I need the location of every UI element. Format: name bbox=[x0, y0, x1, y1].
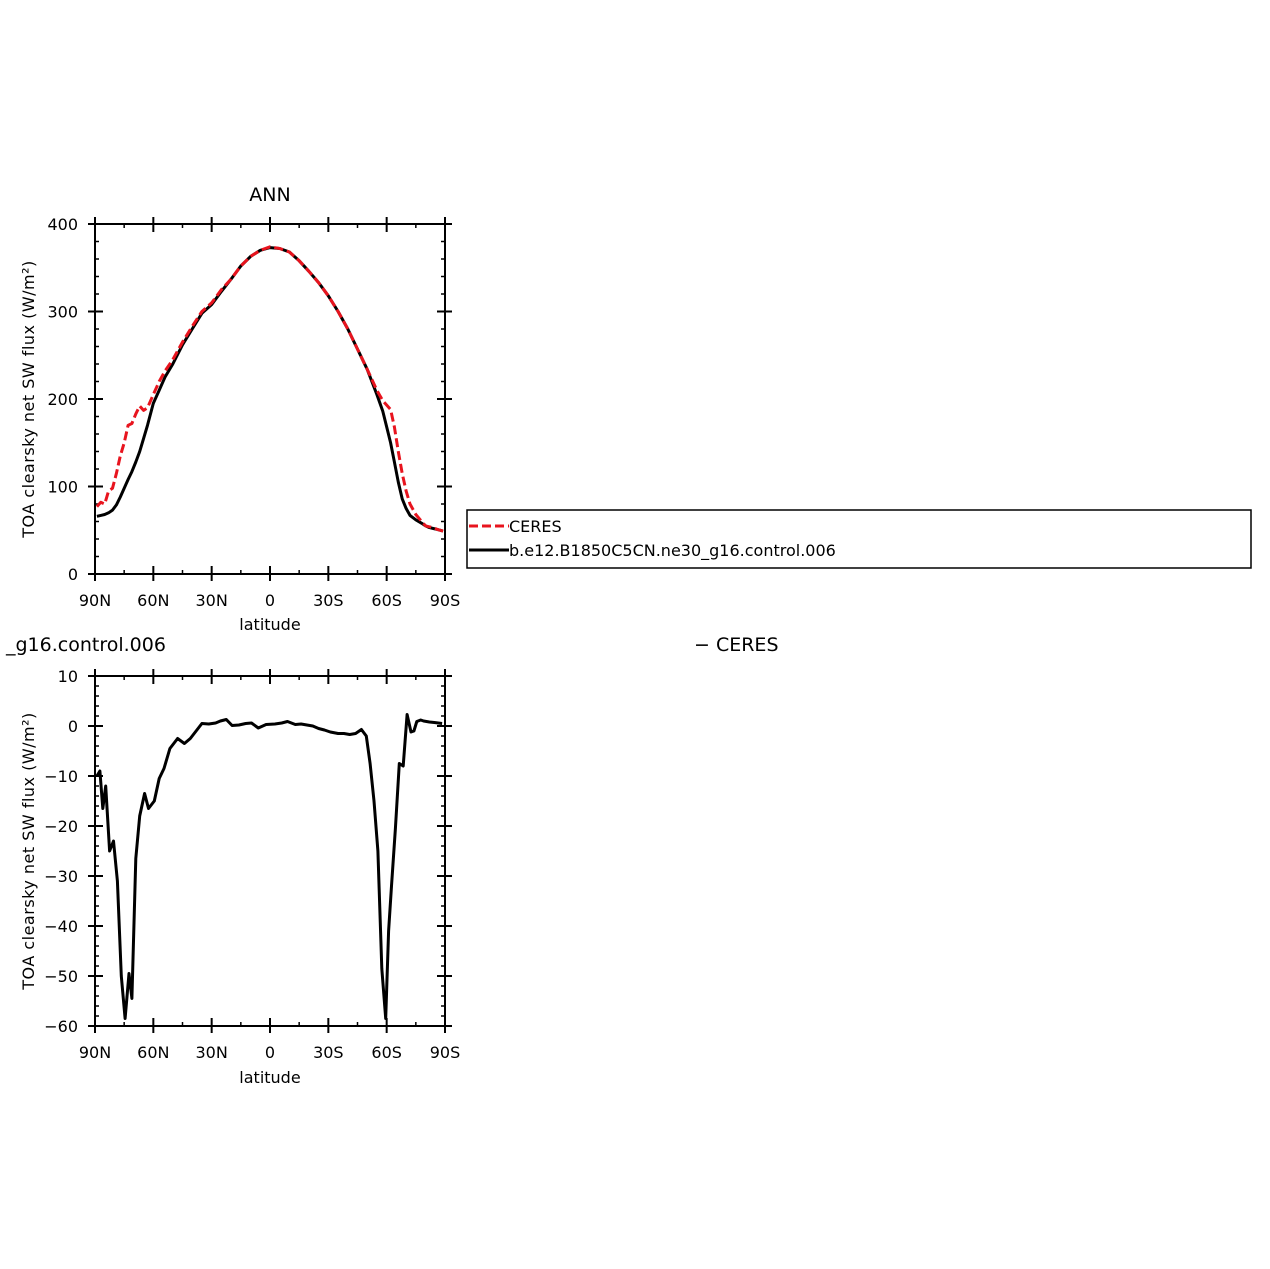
bottom-panel-title-left: _g16.control.006 bbox=[5, 634, 166, 656]
y-tick-label: −10 bbox=[44, 767, 78, 786]
y-tick-label: −60 bbox=[44, 1017, 78, 1036]
top-panel: ANN 0 100 200 300 400 90N 60N 30N 0 30S 60S 90S la… bbox=[19, 184, 460, 634]
bottom-x-tick-labels: 90N 60N 30N 0 30S 60S 90S bbox=[79, 1043, 460, 1062]
bottom-ticks bbox=[88, 669, 452, 1033]
y-tick-label: 200 bbox=[47, 390, 78, 409]
top-y-axis-label: TOA clearsky net SW flux (W/m²) bbox=[19, 260, 38, 539]
bottom-series bbox=[95, 713, 443, 1020]
bottom-x-axis-label: latitude bbox=[239, 1068, 300, 1087]
top-panel-frame bbox=[94, 223, 446, 575]
x-tick-label: 30S bbox=[313, 1043, 344, 1062]
x-tick-label: 90S bbox=[430, 591, 461, 610]
y-tick-label: 0 bbox=[68, 565, 78, 584]
y-tick-label: 400 bbox=[47, 215, 78, 234]
ceres-series-line bbox=[95, 245, 444, 533]
y-tick-label: −40 bbox=[44, 917, 78, 936]
legend-ceres-label: CERES bbox=[509, 517, 562, 536]
y-tick-label: −30 bbox=[44, 867, 78, 886]
x-tick-label: 30N bbox=[196, 1043, 228, 1062]
legend: CERES b.e12.B1850C5CN.ne30_g16.control.0… bbox=[466, 509, 1252, 569]
x-tick-label: 0 bbox=[265, 591, 275, 610]
model-series-line bbox=[96, 246, 444, 533]
y-tick-label: 100 bbox=[47, 478, 78, 497]
y-tick-label: 10 bbox=[58, 667, 78, 686]
y-tick-label: 0 bbox=[68, 717, 78, 736]
x-tick-label: 60S bbox=[371, 1043, 402, 1062]
top-y-tick-labels: 0 100 200 300 400 bbox=[47, 215, 78, 584]
x-tick-label: 60S bbox=[371, 591, 402, 610]
bottom-y-axis-label: TOA clearsky net SW flux (W/m²) bbox=[19, 712, 38, 991]
model-series-line bbox=[95, 713, 443, 1020]
bottom-panel-title-right: − CERES bbox=[694, 634, 779, 656]
x-tick-label: 60N bbox=[137, 591, 169, 610]
top-x-axis-label: latitude bbox=[239, 615, 300, 634]
x-tick-label: 30S bbox=[313, 591, 344, 610]
legend-box bbox=[466, 509, 1252, 569]
top-panel-title: ANN bbox=[249, 184, 290, 206]
bottom-y-tick-labels: −60 −50 −40 −30 −20 −10 0 10 bbox=[44, 667, 78, 1036]
x-tick-label: 0 bbox=[265, 1043, 275, 1062]
x-tick-label: 30N bbox=[196, 591, 228, 610]
y-tick-label: 300 bbox=[47, 303, 78, 322]
x-tick-label: 90N bbox=[79, 591, 111, 610]
x-tick-label: 90S bbox=[430, 1043, 461, 1062]
y-tick-label: −50 bbox=[44, 967, 78, 986]
bottom-panel: _g16.control.006 − CERES −60 −50 −40 −30 −20… bbox=[5, 634, 779, 1087]
top-x-tick-labels: 90N 60N 30N 0 30S 60S 90S bbox=[79, 591, 460, 610]
y-tick-label: −20 bbox=[44, 817, 78, 836]
top-ticks bbox=[88, 217, 452, 581]
legend-model-label: b.e12.B1850C5CN.ne30_g16.control.006 bbox=[509, 541, 836, 561]
top-series bbox=[95, 245, 444, 533]
x-tick-label: 90N bbox=[79, 1043, 111, 1062]
x-tick-label: 60N bbox=[137, 1043, 169, 1062]
